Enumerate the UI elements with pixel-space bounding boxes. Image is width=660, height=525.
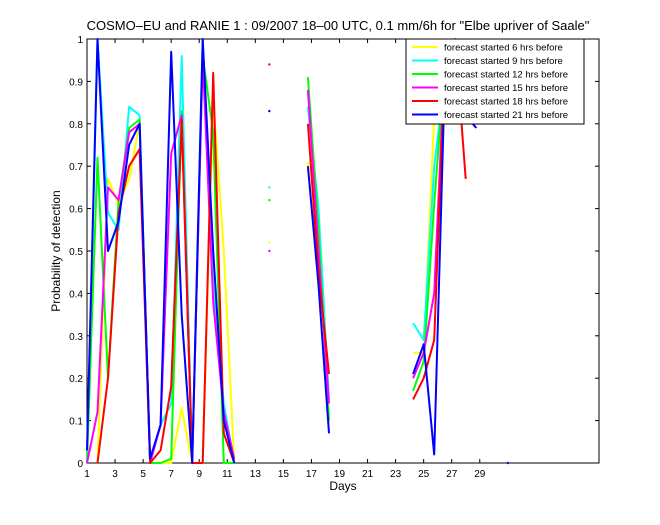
- y-tick-label: 0.4: [69, 289, 83, 300]
- y-tick-label: 0: [77, 459, 83, 470]
- x-tick-label: 9: [196, 469, 202, 480]
- legend-box: [405, 38, 585, 125]
- x-tick-label: 23: [390, 469, 402, 480]
- legend-label: forecast started 18 hrs before: [444, 97, 568, 108]
- x-tick-label: 7: [168, 469, 174, 480]
- data-point: [506, 461, 510, 465]
- x-tick-label: 15: [278, 469, 290, 480]
- y-tick-label: 0.1: [69, 417, 83, 428]
- x-axis-label: Days: [329, 479, 356, 493]
- y-tick-label: 0.3: [69, 332, 83, 343]
- series-line: [306, 166, 330, 434]
- legend-label: forecast started 15 hrs before: [444, 83, 568, 94]
- x-tick-label: 19: [334, 469, 346, 480]
- data-point: [268, 198, 271, 202]
- y-tick-label: 0.8: [69, 120, 83, 131]
- x-tick-label: 27: [446, 469, 458, 480]
- legend-items: forecast started 6 hrs before forecast st…: [412, 43, 568, 121]
- y-tick-label: 0.2: [69, 374, 83, 385]
- data-point: [268, 249, 271, 253]
- x-tick-label: 13: [250, 469, 262, 480]
- data-point: [268, 109, 271, 113]
- x-tick-label: 21: [362, 469, 374, 480]
- y-tick-label: 0.7: [69, 162, 83, 173]
- series-line: [306, 89, 330, 404]
- legend-label: forecast started 21 hrs before: [444, 110, 568, 121]
- legend-label: forecast started 12 hrs before: [444, 70, 568, 81]
- x-tick-label: 25: [418, 469, 430, 480]
- y-tick-label: 0.9: [69, 77, 83, 88]
- x-tick-label: 3: [112, 469, 118, 480]
- series-line: [86, 38, 236, 464]
- data-point: [268, 186, 271, 189]
- x-tick-label: 29: [474, 469, 486, 480]
- series-line: [306, 123, 330, 375]
- chart-title: COSMO–EU and RANIE 1 : 09/2007 18–00 UTC…: [87, 18, 590, 33]
- x-tick-label: 5: [140, 469, 146, 480]
- y-tick-label: 0.5: [69, 247, 83, 258]
- y-tick-label: 0.6: [69, 205, 83, 216]
- y-tick-label: 1: [77, 35, 83, 46]
- legend: forecast started 6 hrs before forecast st…: [405, 38, 585, 125]
- y-axis-label: Probability of detection: [49, 190, 63, 311]
- x-tick-label: 1: [84, 469, 90, 480]
- legend-label: forecast started 9 hrs before: [444, 56, 563, 67]
- axis-ticks: 1 3 5 7 9 11 13 15 17 19 21 23 25 27 2900.10.20.30.40.…: [69, 35, 599, 480]
- x-tick-label: 11: [222, 469, 233, 480]
- data-point: [268, 63, 271, 66]
- x-tick-label: 17: [306, 469, 318, 480]
- legend-label: forecast started 6 hrs before: [444, 43, 563, 54]
- data-point: [268, 241, 271, 244]
